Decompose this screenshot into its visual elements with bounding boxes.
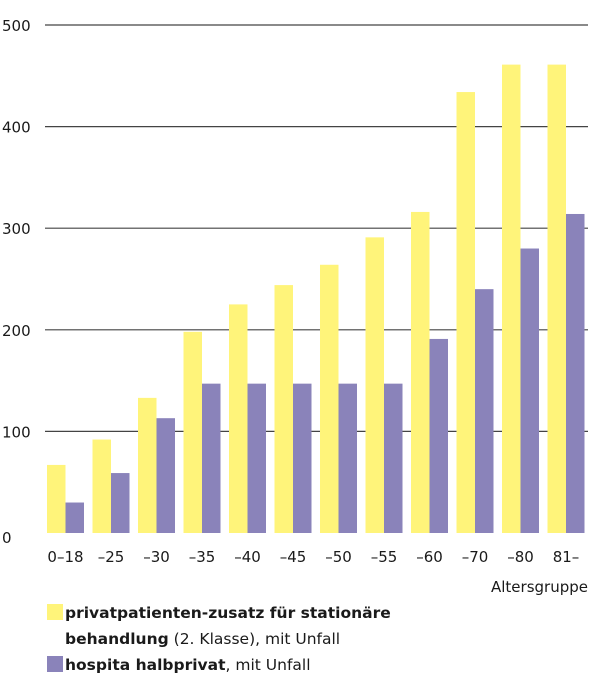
y-axis-ticks: 0 100 200 300 400 500	[2, 17, 31, 547]
y-tick-label: 500	[2, 17, 31, 35]
bar	[547, 64, 566, 534]
bar	[293, 383, 312, 533]
bar	[111, 473, 130, 533]
bar	[502, 64, 521, 534]
x-tick-label: –30	[143, 548, 170, 566]
x-tick-label: –55	[371, 548, 398, 566]
bar	[138, 397, 157, 533]
legend-item-hospita: hospita halbprivat, mit Unfall	[47, 652, 391, 678]
x-tick-label: –60	[416, 548, 443, 566]
x-tick-label: –70	[462, 548, 489, 566]
y-tick-label: 200	[2, 322, 31, 340]
bar	[229, 304, 248, 533]
x-tick-label: –50	[325, 548, 352, 566]
bar	[202, 383, 221, 533]
bar	[320, 264, 339, 533]
legend: privatpatienten-zusatz für stationäre be…	[47, 600, 391, 678]
bar-chart: 0 100 200 300 400 500 0–18 –25 –30 –35 –40 –45 –50 –…	[2, 17, 588, 596]
bar	[566, 213, 585, 533]
x-axis-ticks: 0–18 –25 –30 –35 –40 –45 –50 –55 –60 –70 –80 81–	[47, 548, 579, 566]
bars	[47, 64, 585, 534]
bar	[47, 464, 66, 533]
bar	[365, 237, 384, 533]
legend-item-zusatz-continued: behandlung (2. Klasse), mit Unfall	[47, 626, 391, 652]
bar	[520, 248, 539, 533]
y-tick-label: 400	[2, 119, 31, 137]
y-tick-label: 300	[2, 220, 31, 238]
bar	[92, 439, 111, 533]
legend-item-zusatz: privatpatienten-zusatz für stationäre	[47, 600, 391, 626]
bar	[384, 383, 403, 533]
legend-label-zusatz-bold-2: behandlung	[65, 630, 169, 648]
legend-swatch-yellow	[47, 604, 63, 620]
bar	[475, 289, 494, 533]
x-tick-label: –25	[98, 548, 125, 566]
x-axis-label: Altersgruppe	[491, 578, 588, 596]
bar	[156, 418, 175, 533]
legend-label-zusatz-bold: privatpatienten-zusatz für stationäre	[65, 604, 391, 622]
y-tick-label: 0	[2, 529, 12, 547]
bar	[183, 331, 202, 533]
grid-lines	[45, 24, 588, 432]
legend-swatch-purple	[47, 656, 63, 672]
x-tick-label: –40	[234, 548, 261, 566]
legend-label-hospita-rest: , mit Unfall	[225, 656, 311, 674]
bar	[411, 211, 430, 533]
legend-label-hospita-bold: hospita halbprivat	[65, 656, 226, 674]
y-tick-label: 100	[2, 423, 31, 441]
legend-label-zusatz-rest: (2. Klasse), mit Unfall	[168, 630, 341, 648]
bar	[274, 285, 293, 533]
x-tick-label: 0–18	[47, 548, 83, 566]
x-tick-label: 81–	[553, 548, 580, 566]
bar	[338, 383, 357, 533]
x-tick-label: –80	[507, 548, 534, 566]
bar	[65, 502, 84, 533]
x-tick-label: –35	[189, 548, 216, 566]
x-tick-label: –45	[280, 548, 307, 566]
bar	[247, 383, 266, 533]
bar	[456, 92, 475, 533]
bar	[429, 338, 448, 533]
